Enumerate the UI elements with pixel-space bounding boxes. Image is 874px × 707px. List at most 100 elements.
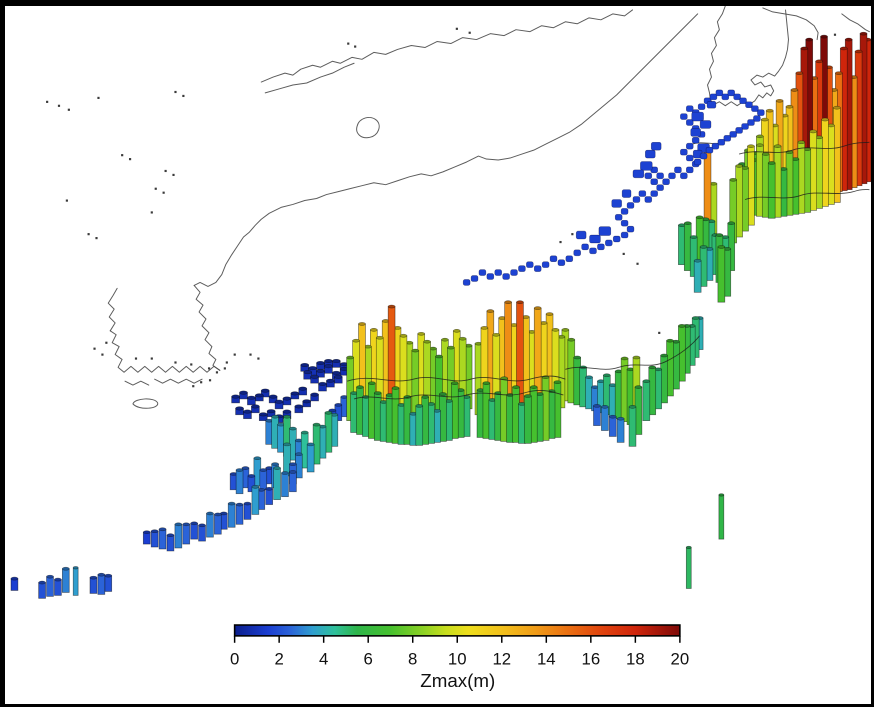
tsunami-bar-cap <box>512 385 520 389</box>
coastal-dot <box>620 219 629 227</box>
coastal-dot <box>640 161 653 171</box>
coastal-dot <box>715 89 724 97</box>
island-speck <box>571 233 574 236</box>
coastal-dot <box>747 119 755 126</box>
coastline-asia-mainland-north <box>260 9 633 83</box>
coastal-dot <box>705 146 714 154</box>
coastal-dot <box>693 158 702 166</box>
coastal-dot <box>541 261 550 268</box>
tsunami-bar-cap <box>235 502 244 507</box>
coastline-overlay <box>353 390 564 400</box>
tsunami-bar-cap <box>241 466 250 470</box>
island-speck <box>46 100 49 103</box>
tsunami-bar-cap <box>253 456 262 460</box>
tsunami-bar-cap <box>765 108 774 113</box>
tsunami-bar-cap <box>516 300 524 304</box>
tsunami-bar-cap <box>859 31 868 36</box>
coastline-korea-south-islands-a <box>154 378 203 384</box>
coastal-dot <box>494 269 502 276</box>
tsunami-bar-cap <box>370 328 378 332</box>
tsunami-bar <box>265 488 273 505</box>
tsunami-bar-cap <box>815 59 823 64</box>
tsunami-bar-cap <box>368 381 376 385</box>
tsunami-bar-cap <box>324 358 333 364</box>
tsunami-bar-cap <box>551 328 560 332</box>
tsunami-bar-cap <box>835 71 843 75</box>
tsunami-bar-cap <box>821 117 829 122</box>
tsunami-bar-cap <box>332 370 341 375</box>
island-speck <box>97 96 100 100</box>
colorbar-tick-label: 4 <box>319 650 328 669</box>
tsunami-bar-cap <box>259 412 268 417</box>
tsunami-bar <box>693 260 702 293</box>
tsunami-bar-cap <box>567 337 576 342</box>
tsunami-bar-cap <box>553 380 562 384</box>
tsunami-bar <box>243 503 252 520</box>
tsunami-bar-cap <box>243 409 252 414</box>
island-speck <box>162 191 165 194</box>
coastline-ulleung-island <box>356 116 380 139</box>
tsunami-bar <box>182 523 191 545</box>
coastline-primorye-korea-coast <box>193 13 699 287</box>
tsunami-bar-cap <box>283 414 291 419</box>
tsunami-bar <box>289 471 297 493</box>
tsunami-bar-cap <box>227 501 236 506</box>
tsunami-bar-cap <box>620 356 629 361</box>
coastal-dot <box>729 131 737 138</box>
tsunami-bar-cap <box>634 385 643 389</box>
tsunami-bar <box>38 582 46 599</box>
tsunami-bar <box>190 522 198 540</box>
colorbar-tick-label: 2 <box>274 650 283 669</box>
coastal-dot <box>735 127 743 134</box>
coastal-dot <box>706 100 717 109</box>
coastal-dot <box>717 138 726 146</box>
coastal-dot <box>674 166 682 174</box>
coastline-korea-south-islands-b <box>124 380 150 386</box>
tsunami-bar <box>259 469 268 491</box>
coastal-dot <box>510 269 518 276</box>
island-speck <box>455 27 458 30</box>
tsunami-bar <box>235 469 244 495</box>
colorbar-gradient <box>233 624 681 637</box>
island-speck <box>192 385 195 388</box>
tsunami-bar-cap <box>628 405 637 409</box>
tsunami-bar-cap <box>762 152 770 156</box>
tsunami-bar-cap <box>693 258 702 263</box>
tsunami-bar-cap <box>46 574 54 579</box>
coastal-dot <box>680 172 688 180</box>
coastal-dot <box>656 184 664 191</box>
tsunami-bar-cap <box>530 385 538 389</box>
tsunami-bar-cap <box>356 385 364 389</box>
coastal-dot <box>723 135 732 142</box>
coastal-dot <box>462 279 471 286</box>
tsunami-bar-cap <box>266 409 276 414</box>
tsunami-bar-cap <box>332 358 341 364</box>
tsunami-bar <box>524 395 532 444</box>
tsunami-bar <box>206 513 214 538</box>
tsunami-bar-cap <box>805 37 813 42</box>
tsunami-bar-cap <box>316 360 325 366</box>
colorbar-tick-label: 20 <box>671 650 690 669</box>
coastal-dot <box>533 265 542 272</box>
tsunami-bar-cap <box>524 394 532 398</box>
tsunami-bar-cap <box>593 404 601 408</box>
tsunami-bar-cap <box>603 373 611 378</box>
colorbar-tick-label: 8 <box>408 650 417 669</box>
tsunami-bar-cap <box>310 374 319 379</box>
colorbar: 0 2 4 6 8 10 12 14 16 18 20 <box>230 624 690 669</box>
island-speck <box>215 371 219 374</box>
coastal-dot <box>680 148 688 156</box>
tsunami-bar <box>608 416 617 437</box>
tsunami-bar-cap <box>298 386 307 391</box>
coastal-dot <box>650 190 658 197</box>
tsunami-bar <box>89 577 98 594</box>
tsunami-bar-cap <box>767 161 776 165</box>
tsunami-bar-cap <box>251 484 260 489</box>
tsunami-bar-cap <box>415 404 423 408</box>
tsunami-bar <box>718 494 725 540</box>
tsunami-bar <box>593 405 601 426</box>
tsunami-bar-cap <box>312 422 321 427</box>
coastal-dot <box>739 97 747 105</box>
tsunami-bar-cap <box>72 566 79 570</box>
